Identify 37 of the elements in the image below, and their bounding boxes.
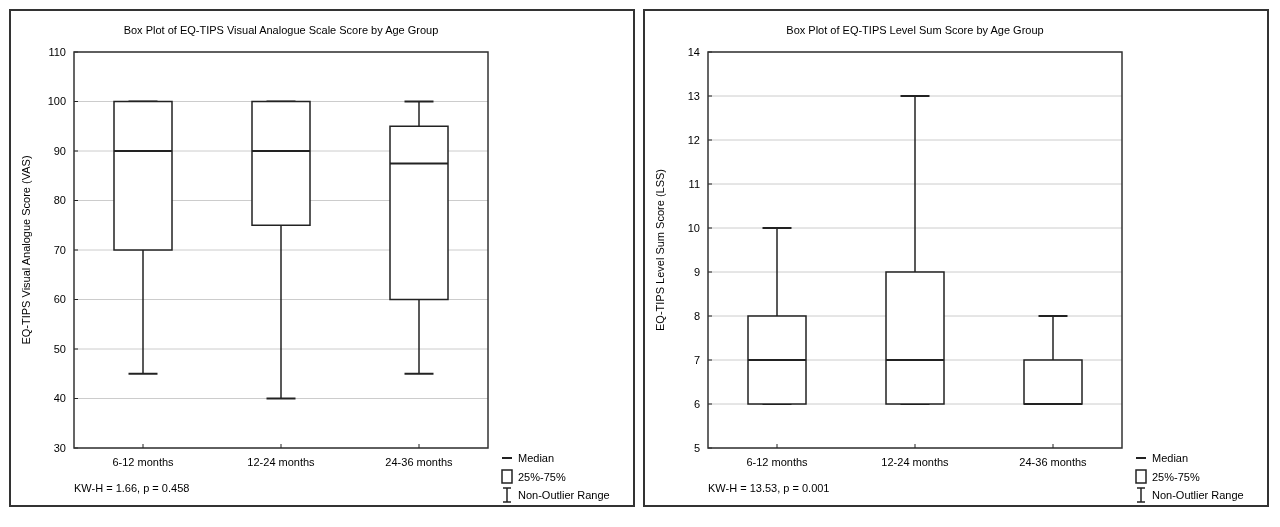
y-tick-label: 60 xyxy=(53,293,66,306)
y-tick-label: 30 xyxy=(53,441,66,454)
y-axis-title: EQ-TIPS Visual Analogue Score (VAS) xyxy=(20,155,32,345)
text: Median xyxy=(1152,451,1189,464)
x-tick-label: 24-36 months xyxy=(1019,456,1088,468)
y-tick-label: 10 xyxy=(687,221,700,234)
x-tick-label: 12-24 months xyxy=(881,456,950,468)
y-tick-label: 7 xyxy=(693,353,700,366)
text: Median xyxy=(518,451,555,464)
y-tick-label: 14 xyxy=(687,45,700,58)
y-tick-label: 9 xyxy=(693,265,700,278)
y-tick-label: 12 xyxy=(687,133,700,146)
text: KW-H = 13.53, p = 0.001 xyxy=(708,482,830,494)
y-tick-label: 50 xyxy=(53,342,66,355)
x-tick-label: 24-36 months xyxy=(385,456,454,468)
text: Non-Outlier Range xyxy=(518,488,610,501)
y-axis-title: EQ-TIPS Level Sum Score (LSS) xyxy=(654,169,666,331)
chart-title: Box Plot of EQ-TIPS Level Sum Score by Age Group xyxy=(786,24,1044,36)
x-tick-label: 6-12 months xyxy=(112,456,175,468)
y-tick-label: 8 xyxy=(693,309,700,322)
x-tick-label: 6-12 months xyxy=(746,456,809,468)
text: 25%-75% xyxy=(1152,470,1200,483)
text: Non-Outlier Range xyxy=(1152,488,1244,501)
y-tick-label: 6 xyxy=(693,397,700,410)
y-tick-label: 5 xyxy=(693,441,700,454)
x-tick-label: 12-24 months xyxy=(247,456,316,468)
y-tick-label: 90 xyxy=(53,144,66,157)
y-tick-label: 110 xyxy=(48,45,66,58)
y-tick-label: 100 xyxy=(47,95,66,108)
text: KW-H = 1.66, p = 0.458 xyxy=(74,482,190,494)
y-tick-label: 80 xyxy=(53,194,66,207)
y-tick-label: 13 xyxy=(687,89,700,102)
text: 25%-75% xyxy=(518,470,566,483)
chart-title: Box Plot of EQ-TIPS Visual Analogue Scale Score by Age Group xyxy=(123,24,439,36)
y-tick-label: 70 xyxy=(53,243,66,256)
y-tick-label: 40 xyxy=(53,392,66,405)
y-tick-label: 11 xyxy=(688,177,700,190)
